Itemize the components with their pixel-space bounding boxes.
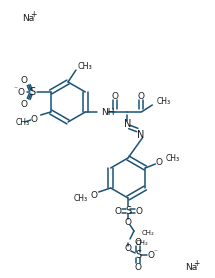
- Text: NH: NH: [101, 108, 115, 116]
- Text: O: O: [135, 237, 141, 247]
- Text: O: O: [135, 207, 143, 215]
- Text: O: O: [90, 190, 97, 200]
- Text: S: S: [135, 250, 141, 260]
- Text: CH₃: CH₃: [78, 61, 93, 71]
- Text: CH₃: CH₃: [156, 96, 170, 105]
- Text: S: S: [30, 87, 36, 97]
- Text: O: O: [147, 250, 155, 259]
- Text: CH₃: CH₃: [165, 153, 180, 163]
- Text: O: O: [115, 207, 121, 215]
- Text: Na: Na: [185, 264, 197, 272]
- Text: O: O: [20, 76, 27, 85]
- Text: O: O: [17, 88, 24, 96]
- Text: ⁻: ⁻: [153, 247, 157, 257]
- Text: CH₃: CH₃: [16, 118, 30, 126]
- Text: O: O: [124, 244, 132, 252]
- Text: O: O: [30, 115, 37, 123]
- Text: O: O: [135, 262, 141, 272]
- Text: N: N: [137, 130, 144, 140]
- Text: N: N: [124, 119, 131, 129]
- Text: O: O: [124, 217, 132, 227]
- Text: CH₂: CH₂: [142, 230, 155, 236]
- Text: CH₂: CH₂: [136, 240, 149, 246]
- Text: Na: Na: [22, 14, 34, 23]
- Text: +: +: [193, 259, 199, 269]
- Text: O: O: [156, 158, 163, 167]
- Text: ⁻: ⁻: [14, 85, 18, 93]
- Text: O: O: [138, 91, 145, 101]
- Text: S: S: [125, 206, 131, 216]
- Text: O: O: [112, 91, 119, 101]
- Text: CH₃: CH₃: [74, 193, 88, 202]
- Text: +: +: [30, 9, 36, 19]
- Text: O: O: [20, 100, 27, 108]
